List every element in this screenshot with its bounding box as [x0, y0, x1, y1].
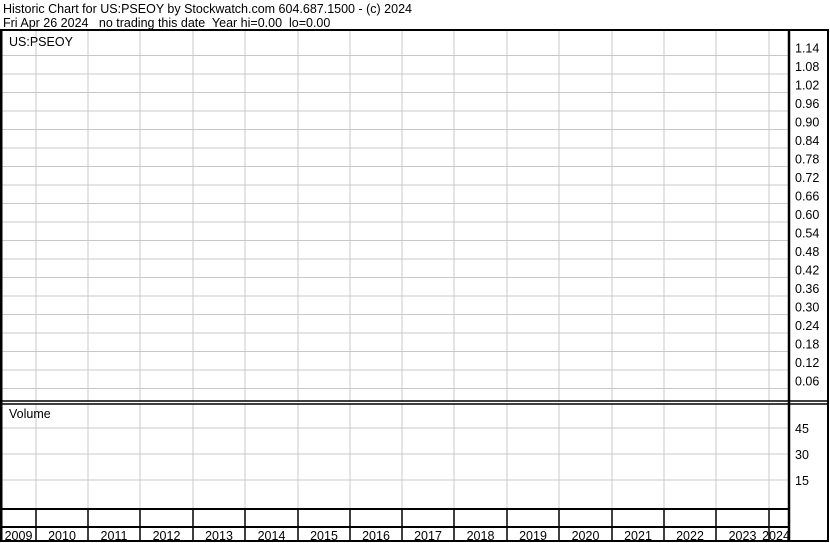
year-label: 2013	[205, 529, 233, 543]
price-tick-label: 0.12	[795, 356, 819, 370]
year-label: 2012	[153, 529, 181, 543]
year-label: 2010	[48, 529, 76, 543]
year-label: 2014	[258, 529, 286, 543]
chart-header-status: Fri Apr 26 2024 no trading this date Yea…	[3, 16, 331, 30]
price-tick-label: 0.78	[795, 153, 819, 167]
year-label: 2017	[414, 529, 442, 543]
volume-tick-label: 15	[795, 474, 809, 488]
price-tick-label: 0.42	[795, 264, 819, 278]
year-label: 2011	[101, 529, 128, 543]
year-label: 2019	[519, 529, 547, 543]
year-label: 2018	[467, 529, 495, 543]
price-panel-title: US:PSEOY	[9, 35, 74, 49]
year-label: 2022	[676, 529, 704, 543]
volume-panel-title: Volume	[9, 407, 51, 421]
price-tick-label: 0.84	[795, 134, 819, 148]
year-label: 2021	[624, 529, 652, 543]
year-label: 2015	[310, 529, 338, 543]
year-label: 2016	[362, 529, 390, 543]
price-tick-label: 0.54	[795, 227, 819, 241]
price-tick-label: 0.90	[795, 116, 819, 130]
price-tick-label: 0.24	[795, 319, 819, 333]
price-tick-label: 0.36	[795, 282, 819, 296]
chart-header-title: Historic Chart for US:PSEOY by Stockwatc…	[3, 2, 412, 16]
price-tick-label: 0.72	[795, 171, 819, 185]
price-tick-label: 1.14	[795, 42, 819, 56]
price-tick-label: 0.30	[795, 301, 819, 315]
price-tick-label: 1.08	[795, 60, 819, 74]
year-label: 2023	[729, 529, 757, 543]
price-tick-label: 0.06	[795, 375, 819, 389]
price-tick-label: 0.48	[795, 245, 819, 259]
price-tick-label: 1.02	[795, 79, 819, 93]
year-label: 2020	[572, 529, 600, 543]
price-tick-label: 0.18	[795, 338, 819, 352]
volume-tick-label: 45	[795, 422, 809, 436]
year-label: 2024	[762, 529, 790, 543]
year-label: 2009	[5, 529, 33, 543]
price-tick-label: 0.66	[795, 190, 819, 204]
price-tick-label: 0.96	[795, 97, 819, 111]
volume-tick-label: 30	[795, 448, 809, 462]
price-tick-label: 0.60	[795, 208, 819, 222]
